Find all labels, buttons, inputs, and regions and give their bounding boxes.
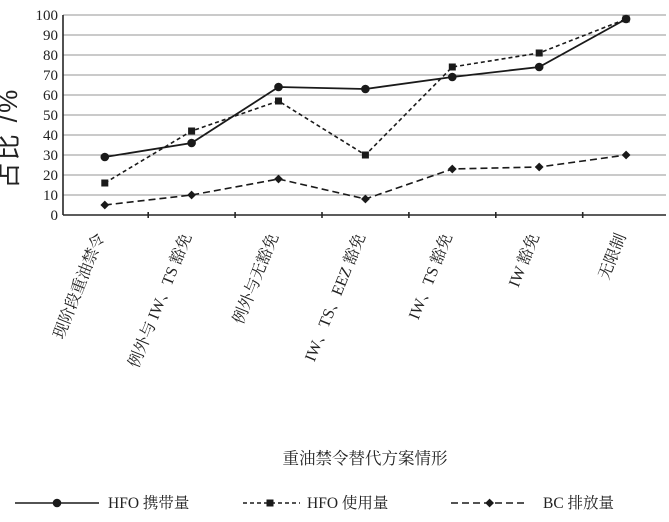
svg-text:重油禁令替代方案情形: 重油禁令替代方案情形 — [283, 449, 449, 468]
svg-text:0: 0 — [51, 208, 59, 224]
svg-text:90: 90 — [43, 28, 58, 44]
svg-text:IW 豁免: IW 豁免 — [505, 231, 543, 290]
svg-text:BC 排放量: BC 排放量 — [543, 494, 614, 512]
svg-text:70: 70 — [43, 68, 58, 84]
svg-text:40: 40 — [43, 128, 58, 144]
svg-text:例外与 IW、TS 豁免: 例外与 IW、TS 豁免 — [125, 231, 195, 370]
svg-text:50: 50 — [43, 108, 58, 124]
svg-text:10: 10 — [43, 188, 58, 204]
svg-text:HFO 使用量: HFO 使用量 — [307, 494, 388, 512]
svg-text:60: 60 — [43, 88, 58, 104]
svg-text:例外与无豁免: 例外与无豁免 — [230, 231, 283, 327]
svg-text:HFO 携带量: HFO 携带量 — [108, 494, 189, 512]
svg-text:无限制: 无限制 — [595, 231, 630, 282]
svg-text:30: 30 — [43, 148, 58, 164]
svg-text:20: 20 — [43, 168, 58, 184]
svg-text:100: 100 — [36, 8, 59, 24]
svg-text:80: 80 — [43, 48, 58, 64]
svg-text:现阶段重油禁令: 现阶段重油禁令 — [50, 231, 109, 342]
svg-text:IW、TS、EEZ 豁免: IW、TS、EEZ 豁免 — [301, 231, 369, 364]
svg-text:占比 /%: 占比 /% — [0, 87, 23, 188]
svg-text:IW、TS 豁免: IW、TS 豁免 — [405, 231, 456, 322]
